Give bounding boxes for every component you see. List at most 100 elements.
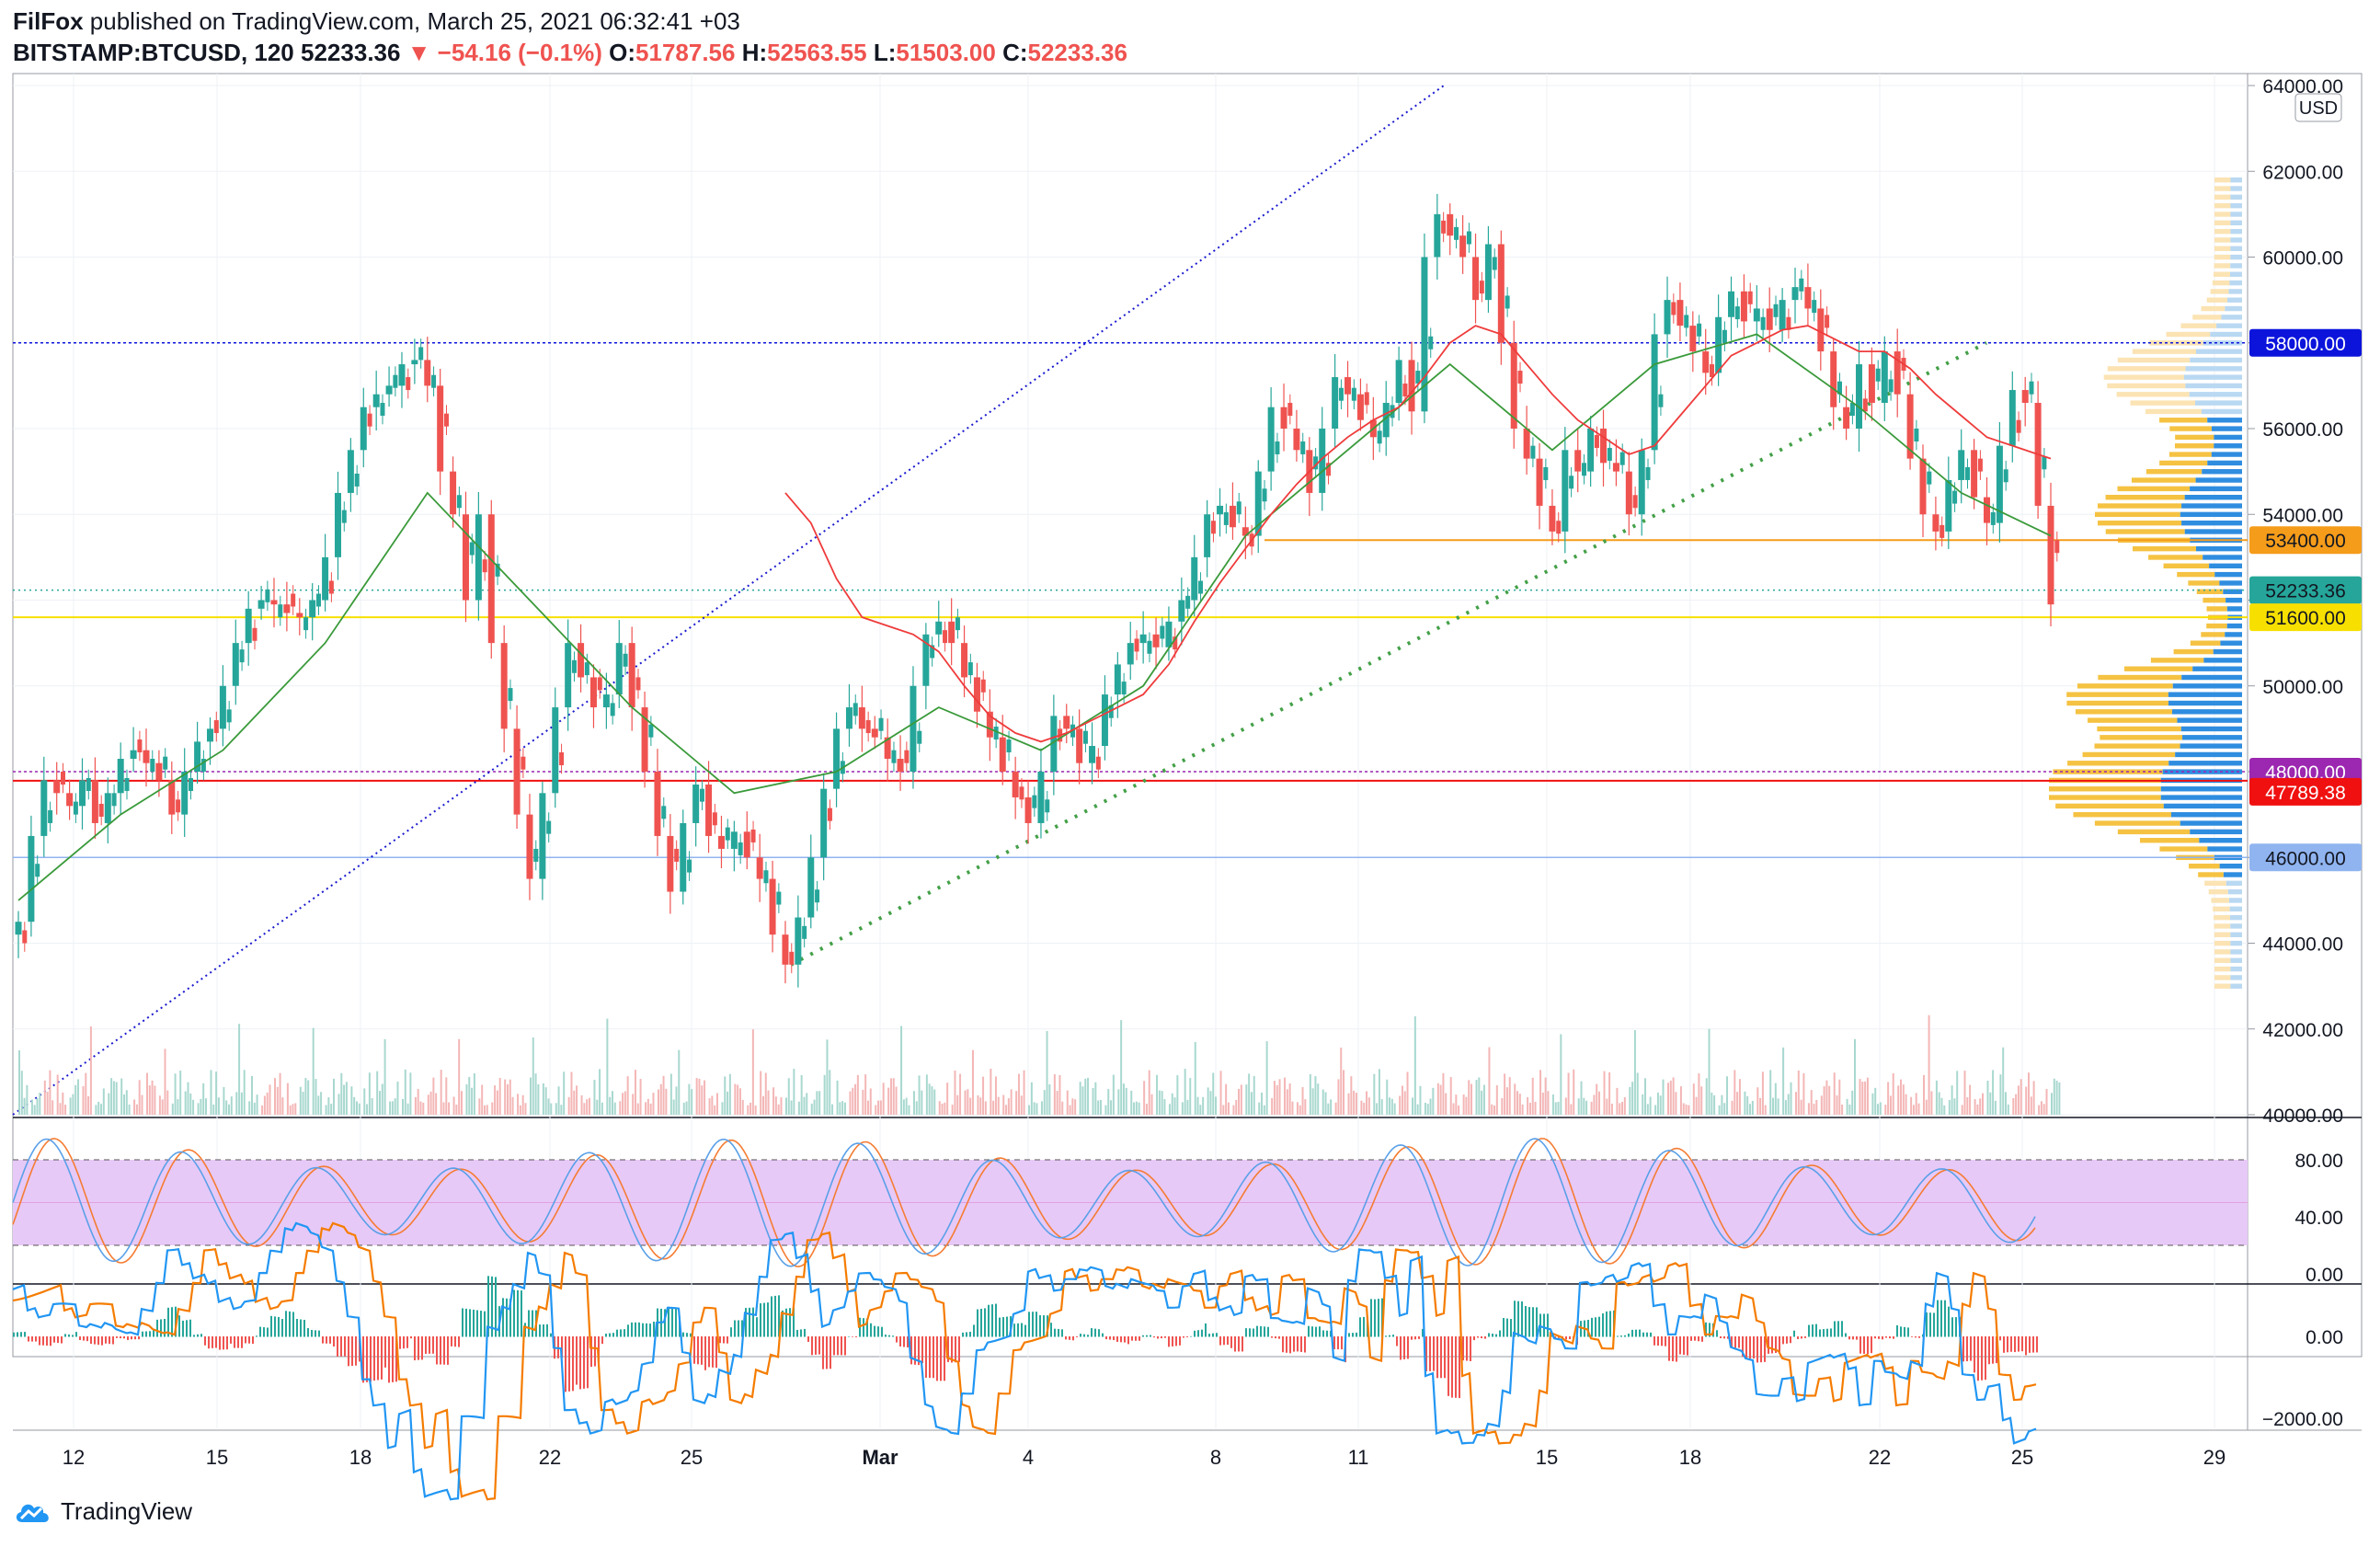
macd-bar [752, 1307, 754, 1337]
volume-bar [1245, 1084, 1248, 1115]
macd-bar [1742, 1336, 1744, 1357]
macd-bar [1926, 1312, 1928, 1337]
macd-bar [561, 1336, 563, 1358]
profile-bar [2162, 769, 2242, 774]
macd-bar [2018, 1336, 2020, 1352]
macd-bar [568, 1336, 570, 1392]
volume-bar [506, 1083, 509, 1115]
candle-body [513, 728, 521, 815]
candle-body [1356, 394, 1364, 420]
macd-bar [1944, 1300, 1946, 1337]
volume-bar [887, 1087, 890, 1115]
volume-bar [1917, 1103, 1920, 1115]
candle-body [1728, 291, 1735, 317]
volume-bar [1158, 1090, 1161, 1115]
macd-bar [738, 1320, 739, 1337]
macd-bar [910, 1336, 912, 1365]
volume-bar [1623, 1096, 1626, 1115]
macd-bar [1525, 1306, 1527, 1337]
macd-bar [664, 1309, 666, 1337]
volume-bar [256, 1094, 258, 1115]
volume-bar [166, 1090, 169, 1115]
candle-body [1045, 799, 1050, 813]
macd-bar [587, 1336, 589, 1389]
author-name[interactable]: FilFox [13, 7, 84, 35]
symbol-name[interactable]: BITSTAMP:BTCUSD, 120 [13, 39, 294, 66]
macd-bar [105, 1336, 107, 1344]
volume-bar [371, 1097, 373, 1115]
candle-body [1574, 450, 1582, 472]
volume-bar [1656, 1092, 1659, 1115]
profile-bar [2107, 383, 2186, 389]
macd-bar [513, 1289, 515, 1337]
volume-bar [389, 1101, 392, 1115]
macd-bar [1705, 1322, 1707, 1337]
volume-bar [1782, 1047, 1785, 1115]
profile-bar [2145, 408, 2202, 415]
tradingview-logo[interactable]: TradingView [13, 1497, 192, 1526]
macd-bar [1558, 1336, 1560, 1338]
volume-bar [1445, 1093, 1447, 1115]
volume-bar [1820, 1095, 1823, 1115]
candle-body [431, 374, 437, 388]
candle-body [354, 473, 360, 487]
macd-bar [1900, 1326, 1902, 1337]
volume-bar [1925, 1099, 1928, 1115]
volume-bar [498, 1077, 501, 1115]
macd-bar [1374, 1299, 1376, 1337]
macd-bar [815, 1336, 817, 1355]
x-tick-label: 8 [1210, 1446, 1221, 1469]
volume-bar [509, 1079, 511, 1115]
macd-bar [292, 1312, 294, 1337]
volume-bar [810, 1103, 813, 1115]
candle-body [495, 563, 500, 577]
macd-bar [826, 1336, 828, 1369]
volume-bar [701, 1085, 704, 1115]
x-tick-label: 22 [1869, 1446, 1891, 1469]
x-tick-label: Mar [862, 1446, 898, 1469]
volume-bar [1227, 1102, 1230, 1115]
macd-bar [635, 1322, 636, 1337]
volume-bar [1133, 1102, 1136, 1115]
macd-bar [1083, 1334, 1085, 1337]
macd-bar [1764, 1336, 1766, 1362]
profile-bar [2225, 632, 2242, 637]
macd-bar [145, 1331, 147, 1337]
macd-bar [120, 1336, 121, 1339]
volume-bar [1516, 1091, 1519, 1115]
candle-body [1390, 405, 1395, 418]
volume-bar [2002, 1047, 2005, 1115]
profile-bar [2194, 400, 2242, 406]
volume-bar [691, 1089, 693, 1115]
macd-bar [1499, 1330, 1501, 1337]
volume-bar [442, 1102, 445, 1115]
profile-bar [2181, 674, 2242, 681]
macd-bar [1653, 1336, 1655, 1346]
volume-bar [1672, 1077, 1675, 1115]
profile-bar [2203, 658, 2242, 663]
volume-bar [481, 1084, 484, 1115]
volume-bar [36, 1098, 39, 1115]
macd-bar [734, 1320, 736, 1337]
volume-bar [1491, 1104, 1493, 1115]
volume-bar [1186, 1099, 1189, 1115]
macd-bar [1874, 1336, 1876, 1339]
macd-bar [1951, 1317, 1953, 1337]
volume-bar [1079, 1082, 1081, 1115]
profile-bar [2230, 940, 2242, 946]
candle-body [1497, 244, 1505, 343]
volume-bar [967, 1089, 969, 1115]
macd-bar [1436, 1336, 1438, 1379]
volume-bar [1458, 1105, 1460, 1115]
macd-bar [1852, 1336, 1854, 1340]
volume-bar [1439, 1084, 1442, 1115]
macd-bar [259, 1326, 261, 1337]
volume-bar [1787, 1094, 1790, 1115]
volume-bar [1508, 1077, 1511, 1115]
macd-bar [116, 1336, 118, 1338]
macd-bar [1058, 1328, 1059, 1337]
macd-bar [1124, 1336, 1126, 1343]
candle-body [589, 677, 597, 708]
volume-bar [200, 1098, 202, 1115]
